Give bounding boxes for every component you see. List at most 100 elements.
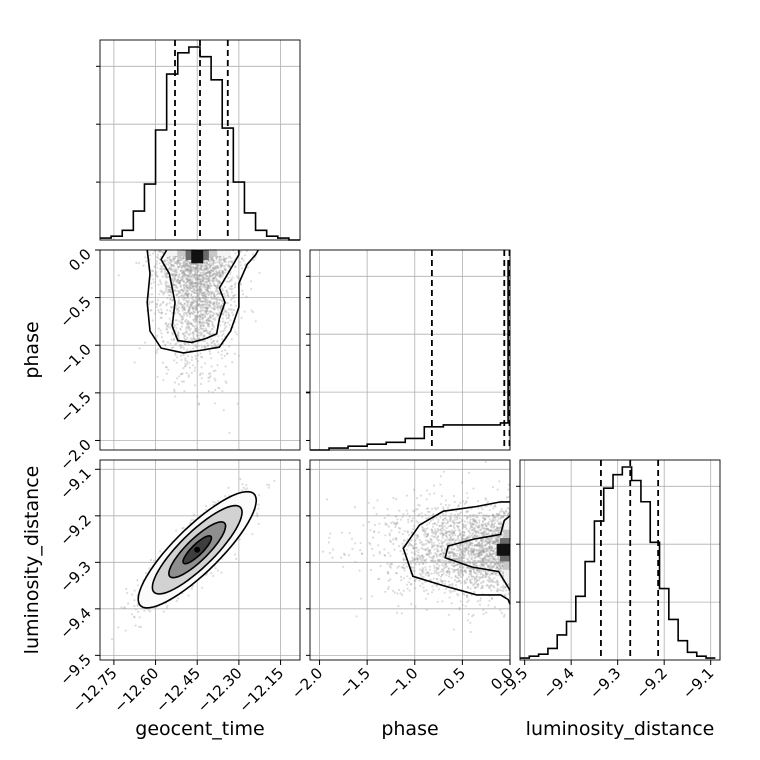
sample-point <box>204 276 207 279</box>
sample-point <box>176 257 180 260</box>
sample-point <box>151 319 154 322</box>
sample-point <box>186 342 189 345</box>
sample-point <box>223 257 226 260</box>
sample-point <box>224 268 227 271</box>
sample-point <box>200 323 203 326</box>
sample-point <box>180 266 184 270</box>
sample-point <box>205 310 208 313</box>
sample-point <box>458 517 461 520</box>
sample-point <box>229 304 233 307</box>
sample-point <box>197 304 200 307</box>
sample-point <box>154 273 157 276</box>
sample-point <box>218 269 221 272</box>
sample-point <box>175 279 178 282</box>
sample-point <box>223 259 226 262</box>
sample-point <box>210 293 213 296</box>
sample-point <box>169 294 172 297</box>
sample-point <box>217 351 220 354</box>
sample-point <box>197 310 200 314</box>
sample-point <box>193 274 196 277</box>
sample-point <box>216 286 219 289</box>
sample-point <box>199 312 203 315</box>
sample-point <box>195 318 198 321</box>
sample-point <box>183 302 187 305</box>
sample-point <box>186 325 189 329</box>
sample-point <box>156 266 159 269</box>
sample-point <box>195 274 199 277</box>
sample-point <box>209 332 212 335</box>
sample-point <box>155 351 158 354</box>
sample-point <box>117 626 120 629</box>
sample-point <box>195 296 198 299</box>
sample-point <box>196 334 199 337</box>
sample-point <box>226 321 230 324</box>
sample-point <box>205 296 208 299</box>
sample-point <box>159 267 162 270</box>
sample-point <box>216 313 219 316</box>
sample-point <box>212 269 215 272</box>
sample-point <box>207 390 211 393</box>
sample-point <box>214 318 217 321</box>
sample-point <box>211 273 214 276</box>
sample-point <box>496 520 499 523</box>
sample-point <box>268 484 271 487</box>
sample-point <box>236 276 239 280</box>
sample-point <box>222 289 225 292</box>
sample-point <box>190 282 193 286</box>
sample-point <box>177 300 180 303</box>
sample-point <box>158 293 161 296</box>
sample-point <box>223 268 226 271</box>
sample-point <box>250 280 253 283</box>
sample-point <box>185 325 188 329</box>
sample-point <box>210 572 213 575</box>
sample-point <box>179 301 182 304</box>
sample-point <box>179 269 182 272</box>
sample-point <box>190 284 193 287</box>
sample-point <box>148 302 151 306</box>
sample-point <box>199 373 202 377</box>
sample-point <box>189 337 192 340</box>
sample-point <box>165 284 168 287</box>
sample-point <box>448 596 451 599</box>
sample-point <box>208 279 211 282</box>
sample-point <box>184 335 187 338</box>
sample-point <box>196 330 200 333</box>
sample-point <box>191 305 194 308</box>
sample-point <box>444 499 447 502</box>
sample-point <box>166 331 169 334</box>
sample-point <box>204 299 208 302</box>
sample-point <box>184 282 187 286</box>
sample-point <box>174 269 177 272</box>
sample-point <box>162 293 165 296</box>
sample-point <box>187 269 190 272</box>
sample-point <box>206 345 209 348</box>
sample-point <box>207 322 210 325</box>
sample-point <box>478 570 481 574</box>
sample-point <box>213 342 216 345</box>
sample-point <box>182 284 185 287</box>
sample-point <box>168 302 171 305</box>
sample-point <box>185 292 188 295</box>
sample-point <box>179 257 182 260</box>
sample-point <box>195 266 198 270</box>
sample-point <box>198 274 201 277</box>
sample-point <box>203 335 206 338</box>
sample-point <box>413 551 416 554</box>
sample-point <box>199 288 203 291</box>
sample-point <box>189 266 192 269</box>
sample-point <box>216 282 220 285</box>
sample-point <box>190 271 193 274</box>
sample-point <box>220 350 224 353</box>
sample-point <box>221 270 224 273</box>
sample-point <box>162 300 165 303</box>
sample-point <box>175 273 178 276</box>
sample-point <box>183 302 186 305</box>
sample-point <box>185 284 188 287</box>
sample-point <box>199 299 202 302</box>
sample-point <box>208 372 211 375</box>
sample-point <box>205 274 209 278</box>
sample-point <box>397 545 400 548</box>
sample-point <box>183 336 186 340</box>
sample-point <box>190 268 193 271</box>
sample-point <box>156 303 159 306</box>
